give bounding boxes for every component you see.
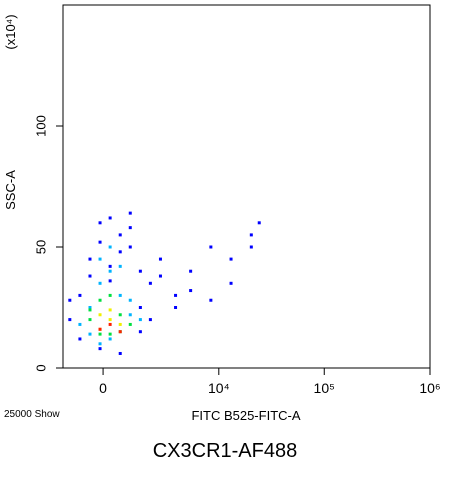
point (128, 226, 132, 230)
point (108, 216, 112, 220)
point (158, 274, 162, 278)
point (174, 306, 178, 309)
x-axis-label: FITC B525-FITC-A (191, 408, 300, 423)
point (229, 257, 233, 261)
point (98, 332, 102, 336)
point (174, 293, 178, 297)
event-count: 25000 Show (4, 409, 60, 420)
point (209, 245, 213, 249)
point (118, 293, 122, 297)
point (249, 245, 253, 249)
x-tick-label: 10⁶ (419, 380, 440, 396)
point (257, 221, 261, 225)
point (108, 337, 112, 341)
point (138, 306, 142, 309)
point (78, 293, 82, 297)
point (118, 264, 122, 268)
point (98, 342, 102, 346)
point (88, 332, 92, 336)
y-multiplier: (x10⁴) (3, 14, 18, 49)
point (128, 313, 132, 317)
point (98, 221, 102, 225)
plot-frame (62, 4, 431, 369)
point (249, 233, 253, 237)
point (98, 327, 102, 331)
point (88, 257, 92, 261)
x-tick-label: 10⁴ (208, 380, 230, 396)
point (108, 245, 112, 249)
point (108, 293, 112, 297)
point (148, 281, 152, 285)
point (118, 330, 122, 334)
point (118, 322, 122, 326)
point (189, 289, 193, 293)
point (128, 245, 132, 249)
point (108, 322, 112, 326)
point (118, 250, 122, 254)
point (118, 233, 122, 237)
point (98, 313, 102, 317)
point (68, 318, 72, 322)
point (108, 332, 112, 336)
y-tick-label: 50 (33, 240, 48, 254)
point (138, 318, 142, 322)
point (118, 313, 122, 317)
point (108, 269, 112, 273)
point (229, 281, 233, 285)
point (209, 298, 213, 302)
point (108, 308, 112, 312)
point (78, 337, 82, 341)
chart-title: CX3CR1-AF488 (153, 440, 298, 462)
point (88, 308, 92, 312)
point (88, 274, 92, 278)
point (138, 269, 142, 273)
point (88, 306, 92, 309)
point (158, 257, 162, 261)
x-tick-label: 10⁵ (314, 380, 335, 396)
point (78, 322, 82, 326)
point (189, 269, 193, 273)
y-tick-label: 100 (33, 115, 48, 137)
point (148, 318, 152, 322)
point (98, 240, 102, 244)
point (98, 257, 102, 261)
point (108, 264, 112, 268)
point (98, 347, 102, 351)
point (118, 351, 122, 355)
point (128, 322, 132, 326)
y-axis-label: SSC-A (3, 170, 18, 210)
point (128, 298, 132, 302)
point (108, 318, 112, 322)
point (88, 318, 92, 322)
point (98, 281, 102, 285)
x-tick-label: 0 (99, 380, 107, 396)
point (68, 298, 72, 302)
y-tick-label: 0 (33, 364, 48, 371)
point (108, 279, 112, 283)
point (138, 330, 142, 334)
point (98, 298, 102, 302)
point (128, 211, 132, 215)
